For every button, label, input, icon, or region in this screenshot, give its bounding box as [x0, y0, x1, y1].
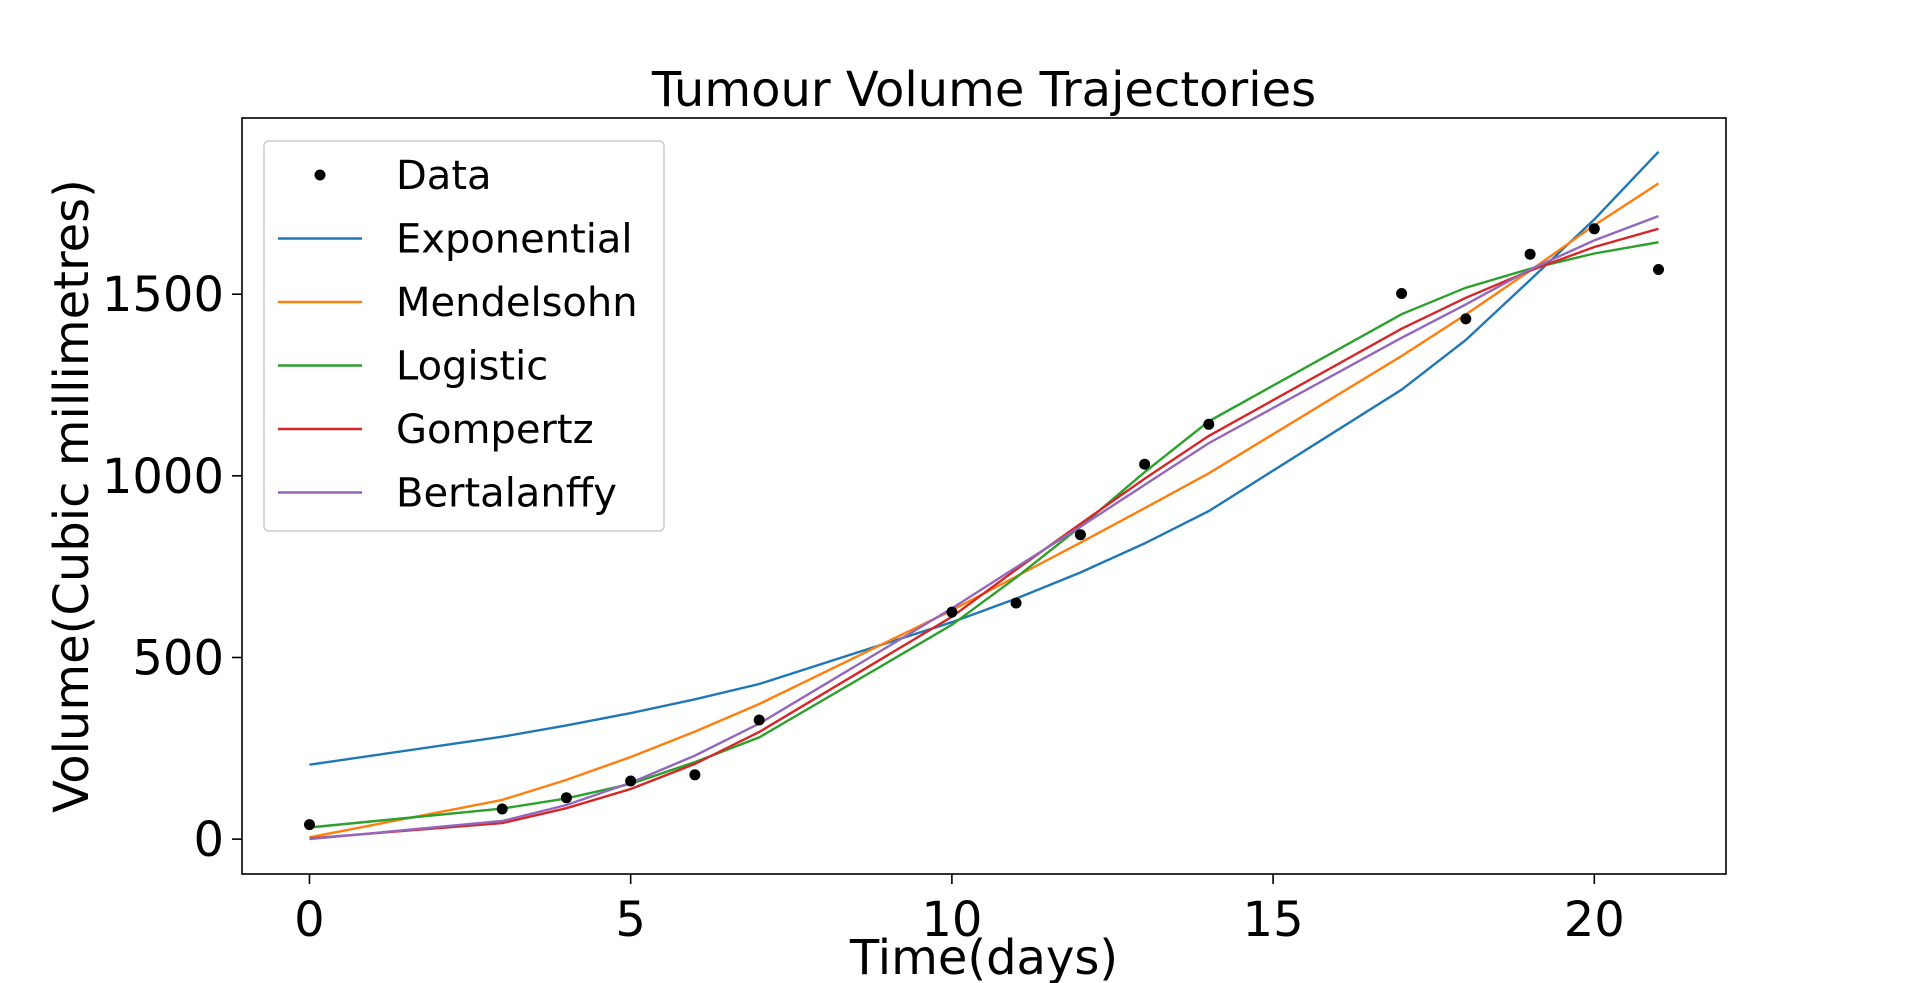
legend-box	[263, 140, 665, 532]
series-layer	[309, 150, 1660, 841]
x-tick-label: 5	[615, 892, 646, 948]
data-point	[496, 803, 508, 815]
y-axis-ticks: 0 500 1000 1500	[102, 267, 242, 868]
chart-title: Tumour Volume Trajectories	[651, 62, 1316, 118]
data-point	[1653, 264, 1664, 275]
series-line-bertalanffy	[309, 214, 1659, 841]
series-line-mendelsohn	[309, 182, 1660, 839]
x-tick-label: 15	[1243, 892, 1304, 948]
legend: Data Exponential Mendelsohn Logistic Gompert…	[263, 140, 665, 532]
data-point	[1074, 529, 1086, 541]
data-point	[1010, 597, 1022, 609]
data-point	[1588, 223, 1600, 235]
x-tick-label: 20	[1564, 892, 1625, 948]
y-tick-label: 0	[193, 812, 224, 868]
legend-label: Mendelsohn	[396, 280, 638, 326]
y-tick-label: 1500	[102, 267, 224, 323]
legend-label: Logistic	[396, 344, 548, 390]
x-axis-label: Time(days)	[849, 930, 1118, 983]
data-points-layer	[304, 223, 1664, 831]
y-tick-label: 500	[132, 630, 224, 686]
legend-label: Gompertz	[396, 407, 594, 453]
series-line-exponential	[309, 150, 1660, 766]
legend-label: Data	[396, 153, 492, 199]
data-point	[753, 714, 765, 726]
data-point	[625, 775, 637, 787]
y-axis-label: Volume(Cubic millimetres)	[44, 179, 100, 813]
data-point	[1203, 418, 1215, 430]
data-point	[560, 792, 572, 804]
data-point	[946, 606, 958, 618]
data-point	[689, 769, 701, 781]
x-tick-label: 0	[294, 892, 325, 948]
data-point	[1524, 248, 1536, 260]
series-line-logistic	[309, 241, 1659, 829]
data-point	[1460, 313, 1472, 325]
x-tick-label: 10	[921, 892, 982, 948]
data-point	[1396, 288, 1408, 299]
legend-label: Exponential	[396, 217, 633, 263]
plot-frame	[241, 117, 1727, 875]
legend-marker-data	[314, 169, 326, 181]
data-point	[304, 819, 315, 831]
data-point	[1139, 458, 1151, 470]
y-tick-label: 1000	[102, 449, 224, 505]
legend-label: Bertalanffy	[396, 471, 617, 517]
x-axis-ticks: 0 5 10 15 20	[294, 874, 1625, 948]
